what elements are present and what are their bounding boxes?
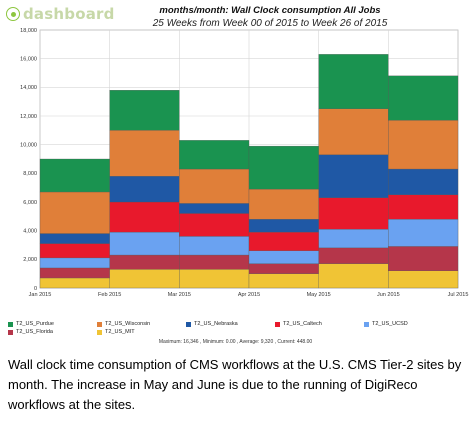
bar-segment (388, 168, 459, 195)
bar-segment (318, 263, 389, 289)
legend-swatch (8, 329, 13, 335)
bar-segment (109, 201, 180, 233)
bar-segment (318, 229, 389, 249)
bar-segment (388, 219, 459, 247)
bar-segment (109, 269, 180, 289)
x-tick-label: Jan 2015 (29, 292, 52, 298)
chart-subtitle: 25 Weeks from Week 00 of 2015 to Week 26… (152, 18, 388, 29)
x-tick-label: Apr 2015 (238, 292, 260, 298)
bar-segment (109, 130, 180, 177)
bar-segment (248, 188, 319, 220)
y-tick-label: 18,000 (20, 28, 37, 34)
bar-segment (248, 231, 319, 251)
legend-item: T2_US_UCSD (364, 321, 408, 327)
x-tick-label: May 2015 (307, 292, 331, 298)
legend-swatch (97, 329, 102, 335)
bar-segment (109, 231, 180, 256)
legend-label: T2_US_Nebraska (194, 321, 238, 327)
legend-label: T2_US_UCSD (372, 321, 408, 327)
x-tick-label: Feb 2015 (98, 292, 121, 298)
bar-segment (109, 254, 180, 270)
bar-segment (39, 191, 110, 234)
bar-segment (318, 54, 389, 109)
legend-item: T2_US_Caltech (275, 321, 322, 327)
bar-segment (318, 197, 389, 230)
bar-segment (179, 168, 250, 204)
y-tick-label: 6,000 (23, 200, 37, 206)
y-tick-label: 2,000 (23, 257, 37, 263)
stacked-bar-chart: 0 2,000 4,000 6,000 8,000 10,000 12,000 14,000 1… (20, 28, 469, 298)
bar-segment (179, 140, 250, 170)
figure-caption: Wall clock time consumption of CMS workf… (8, 357, 462, 412)
bar-segment (179, 269, 250, 289)
bar-segment (388, 120, 459, 170)
bar-segment (248, 273, 319, 289)
legend-item: T2_US_Nebraska (186, 321, 238, 327)
bar-segment (388, 75, 459, 121)
bar-segment (388, 270, 459, 289)
bar-segment (179, 254, 250, 270)
legend-label: T2_US_Wisconsin (105, 321, 151, 327)
legend-swatch (275, 321, 280, 327)
x-tick-label: Jul 2015 (448, 292, 469, 298)
bar-segment (39, 243, 110, 259)
bar-segment (39, 267, 110, 279)
legend-item: T2_US_Purdue (8, 321, 54, 327)
bar-segment (179, 203, 250, 214)
y-tick-label: 4,000 (23, 228, 37, 234)
bar-segment (39, 158, 110, 193)
legend-swatch (97, 321, 102, 327)
bar-segment (248, 145, 319, 190)
bar-segment (109, 90, 180, 131)
bar-segment (318, 154, 389, 198)
legend-item: T2_US_Wisconsin (97, 321, 150, 327)
bar-segment (318, 247, 389, 264)
bar-segment (388, 246, 459, 271)
legend-swatch (8, 321, 13, 327)
bar-segment (179, 213, 250, 237)
chart-title: months/month: Wall Clock consumption All… (159, 5, 381, 16)
y-tick-label: 0 (34, 286, 37, 292)
x-tick-label: Mar 2015 (168, 292, 191, 298)
legend-item: T2_US_MIT (97, 329, 135, 335)
bar-segment (39, 257, 110, 269)
legend-label: T2_US_Caltech (283, 321, 322, 327)
bar-segment (388, 194, 459, 220)
legend-label: T2_US_MIT (105, 329, 135, 335)
bar-segment (248, 219, 319, 233)
bar-segment (318, 108, 389, 155)
legend-label: T2_US_Purdue (16, 321, 54, 327)
y-tick-label: 14,000 (20, 85, 37, 91)
bar-segment (248, 250, 319, 264)
dashboard-logo-icon (6, 7, 20, 21)
y-tick-label: 12,000 (20, 114, 37, 120)
bar-segment (39, 233, 110, 244)
bar-segment (39, 277, 110, 289)
chart-summary: Maximum: 16,346 , Minimum: 0.00 , Averag… (158, 339, 313, 345)
bar-segment (248, 263, 319, 274)
legend-swatch (186, 321, 191, 327)
bar-segment (179, 236, 250, 256)
y-tick-label: 16,000 (20, 56, 37, 62)
y-tick-label: 10,000 (20, 142, 37, 148)
legend-label: T2_US_Florida (16, 329, 53, 335)
logo-text: dashboard (23, 5, 115, 23)
legend-swatch (364, 321, 369, 327)
legend-item: T2_US_Florida (8, 329, 53, 335)
x-tick-label: Jun 2015 (377, 292, 400, 298)
y-tick-label: 8,000 (23, 171, 37, 177)
chart-legend: T2_US_Purdue T2_US_Wisconsin T2_US_Nebrask… (0, 316, 471, 344)
dashboard-logo: dashboard (6, 4, 115, 24)
bar-segment (109, 176, 180, 203)
